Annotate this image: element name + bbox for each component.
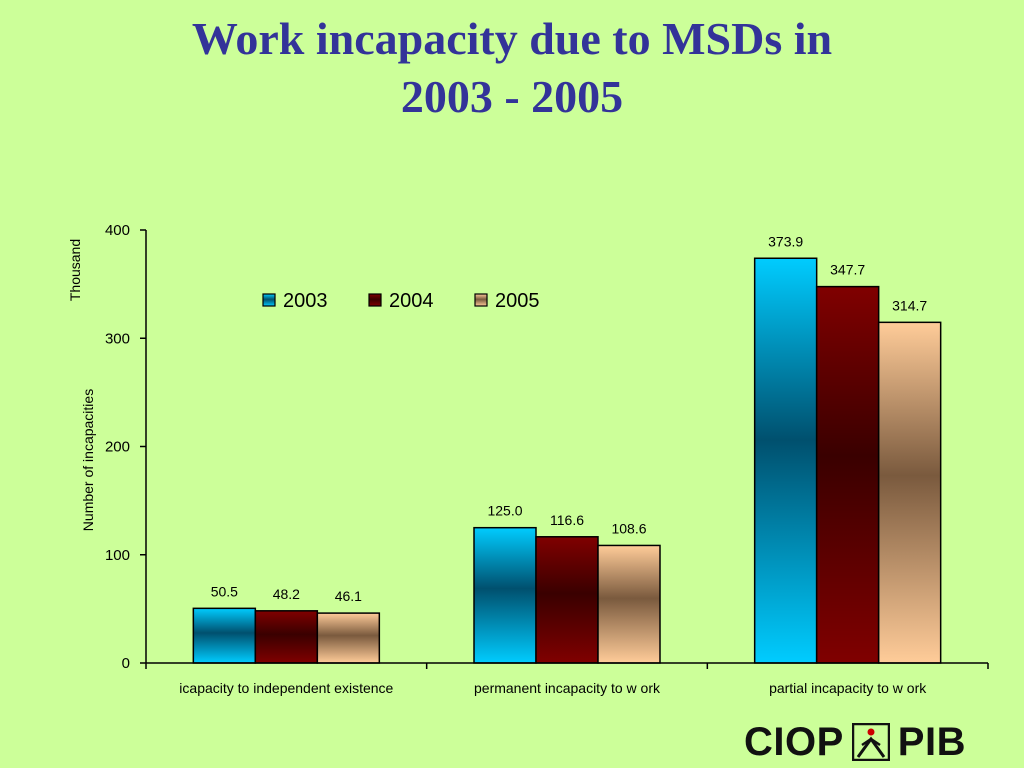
data-label: 108.6: [611, 520, 646, 536]
legend-swatch-2005: [474, 293, 488, 307]
legend-swatch-2004: [368, 293, 382, 307]
x-tick-label: permanent incapacity to w ork: [474, 680, 661, 696]
ciop-figure-icon: [851, 723, 890, 761]
bar-2005-1: [597, 544, 661, 664]
logo-text-right: PIB: [897, 719, 966, 764]
y-tick-label: 0: [122, 655, 130, 672]
logo-text-left: CIOP: [744, 719, 844, 764]
bar-2005-2: [877, 321, 942, 664]
chart-title-line-1: Work incapacity due to MSDs in: [191, 13, 833, 64]
chart-title: Work incapacity due to MSDs in 2003 - 20…: [0, 10, 1024, 126]
legend-label-2003: 2003: [283, 290, 328, 312]
data-label: 46.1: [335, 588, 362, 604]
y-axis-unit: Thousand: [67, 239, 83, 301]
data-label: 314.7: [892, 297, 927, 313]
bar-2003-1: [473, 526, 537, 664]
legend-label-2004: 2004: [389, 290, 434, 312]
data-label: 50.5: [211, 583, 238, 599]
y-tick-label: 100: [105, 547, 130, 564]
data-label: 116.6: [550, 512, 584, 528]
bar-2004-2: [815, 285, 880, 664]
legend-swatch-2003: [262, 293, 276, 307]
data-label: 373.9: [768, 233, 803, 249]
bar-2003-0: [192, 607, 257, 664]
bar-2004-0: [254, 610, 319, 664]
ciop-pib-logo: CIOP PIB: [744, 718, 966, 766]
y-tick-label: 400: [105, 222, 130, 239]
x-tick-label: partial incapacity to w ork: [769, 680, 927, 696]
legend-label-2005: 2005: [495, 290, 540, 312]
x-tick-label: icapacity to independent existence: [179, 680, 393, 696]
data-label: 48.2: [273, 586, 300, 602]
y-tick-label: 300: [105, 330, 130, 347]
y-axis-label: Number of incapacities: [80, 389, 96, 531]
bar-2003-2: [753, 257, 818, 664]
bar-2004-1: [535, 536, 599, 664]
data-label: 347.7: [830, 262, 865, 278]
chart-title-line-2: 2003 - 2005: [400, 71, 624, 122]
bar-2005-0: [316, 612, 381, 664]
data-label: 125.0: [487, 503, 522, 519]
y-tick-label: 200: [105, 439, 130, 456]
